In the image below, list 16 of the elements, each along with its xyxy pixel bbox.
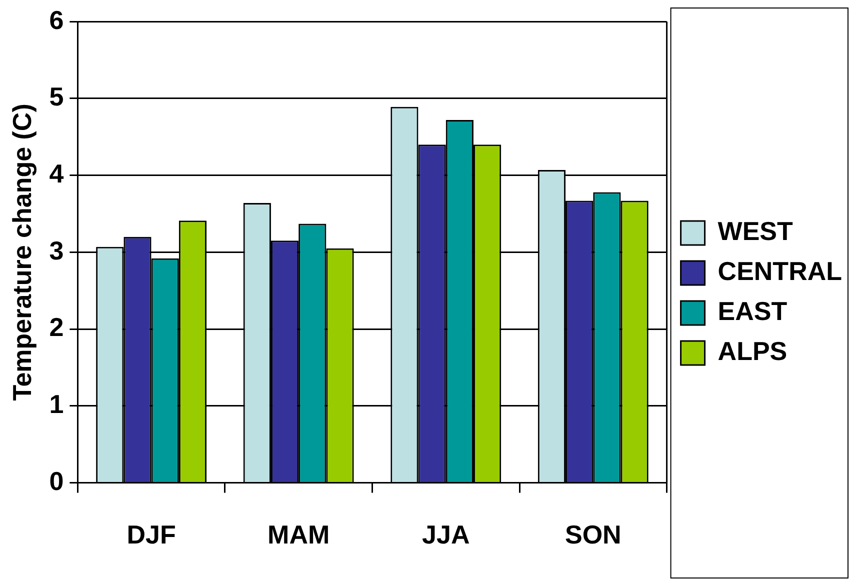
x-tick-label: SON bbox=[564, 520, 622, 550]
y-tick-label: 4 bbox=[49, 158, 64, 189]
x-tick-label: MAM bbox=[268, 520, 330, 550]
y-tick-label: 2 bbox=[49, 312, 64, 342]
legend-label: ALPS bbox=[718, 336, 788, 366]
legend-label: EAST bbox=[718, 296, 788, 326]
legend-label: WEST bbox=[718, 216, 794, 246]
x-tick-label: JJA bbox=[422, 520, 470, 550]
y-tick-label: 1 bbox=[49, 389, 64, 420]
y-tick-label: 6 bbox=[49, 4, 64, 35]
y-tick-label: 3 bbox=[49, 235, 64, 266]
x-tick-label: DJF bbox=[126, 520, 176, 550]
y-axis-title: Temperature change (C) bbox=[6, 104, 37, 401]
y-tick-label: 0 bbox=[49, 466, 64, 496]
legend-label: CENTRAL bbox=[718, 256, 842, 286]
y-tick-label: 5 bbox=[49, 82, 64, 112]
